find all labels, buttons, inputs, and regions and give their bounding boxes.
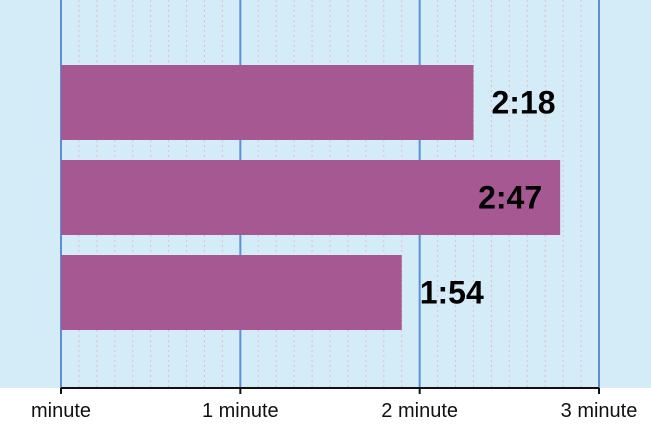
x-tick-label-0: minute [31, 400, 91, 422]
data-label-3: 1:54 [420, 275, 484, 311]
data-label-2: 2:47 [478, 180, 542, 216]
bar-1 [61, 65, 474, 140]
bar-2 [61, 160, 561, 235]
x-axis-ticks: minute 1 minute 2 minute 3 minute [31, 388, 637, 422]
x-tick-label-2: 2 minute [381, 400, 458, 422]
x-tick-label-3: 3 minute [561, 400, 638, 422]
bar-3 [61, 255, 402, 330]
bars [61, 65, 561, 330]
data-label-1: 2:18 [491, 85, 555, 121]
data-labels: 2:18 2:47 1:54 [420, 85, 556, 311]
x-tick-label-1: 1 minute [202, 400, 279, 422]
